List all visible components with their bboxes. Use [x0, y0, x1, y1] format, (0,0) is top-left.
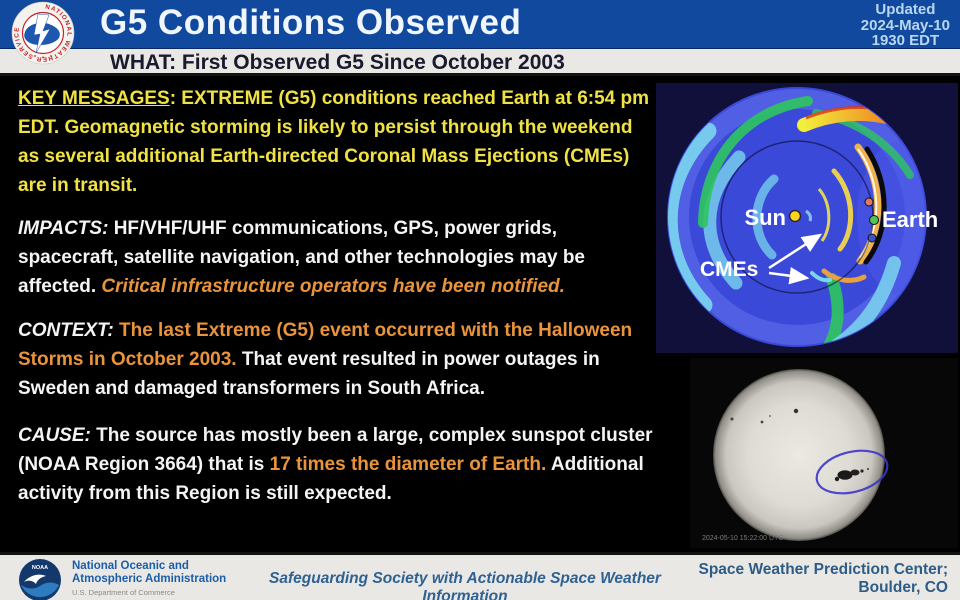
impacts-notice: Critical infrastructure operators have b…: [101, 276, 565, 297]
updated-time: 1930 EDT: [871, 32, 940, 49]
updated-date: 2024-May-10: [860, 16, 950, 34]
noaa-logo-icon: NOAA: [19, 559, 61, 600]
context-label: CONTEXT:: [18, 320, 114, 341]
context-paragraph: CONTEXT: The last Extreme (G5) event occ…: [18, 316, 654, 403]
updated-label: Updated: [875, 1, 936, 18]
page-title: G5 Conditions Observed: [100, 3, 522, 42]
key-messages-heading: KEY MESSAGES: [18, 88, 170, 109]
noaa-gull-shape: [24, 574, 46, 584]
org-line2: Boulder, CO: [858, 579, 948, 596]
cause-paragraph: CAUSE: The source has mostly been a larg…: [18, 421, 654, 508]
impacts-body: HF/VHF/UHF communications, GPS, power gr…: [18, 218, 585, 297]
sun-disk: [713, 369, 885, 541]
key-messages-body: : EXTREME (G5) conditions reached Earth …: [18, 88, 650, 196]
cme-arc-bottom: [821, 268, 867, 283]
cme-arc-top: [797, 106, 926, 148]
cme-arrow-lower: [768, 267, 810, 285]
org-line1: Space Weather Prediction Center;: [698, 561, 948, 578]
updated-timestamp: Updated 2024-May-10 1930 EDT: [861, 2, 950, 49]
sun-dot: [788, 209, 802, 223]
footer-bar: NOAA National Oceanic and Atmospheric Ad…: [0, 552, 960, 600]
earth-label: Earth: [882, 207, 938, 232]
key-messages-paragraph: KEY MESSAGES: EXTREME (G5) conditions re…: [18, 84, 654, 200]
cause-highlight: 17 times the diameter of Earth.: [269, 454, 547, 475]
nws-lightning-icon: [33, 13, 51, 54]
agency-line3: U.S. Department of Commerce: [72, 588, 175, 597]
satellite-dot-red: [864, 197, 874, 207]
cause-body-start: The source has mostly been a large, comp…: [18, 425, 653, 475]
cause-label: CAUSE:: [18, 425, 91, 446]
context-body: That event resulted in power outages in …: [18, 349, 600, 399]
subtitle-text: WHAT: First Observed G5 Since October 20…: [110, 51, 565, 74]
nws-logo-icon: NATIONAL WEATHER SERVICE: [11, 1, 75, 65]
sun-image-timestamp: 2024-05-10 15:22:00 UTC: [702, 535, 783, 542]
cme-arc-front: [854, 143, 882, 265]
subtitle-bar: WHAT: First Observed G5 Since October 20…: [0, 48, 960, 76]
impacts-paragraph: IMPACTS: HF/VHF/UHF communications, GPS,…: [18, 214, 654, 301]
region-highlight-ellipse: [815, 449, 889, 495]
agency-line2: Atmospheric Administration: [72, 572, 227, 585]
satellite-dot-blue: [867, 233, 877, 243]
cause-body-end: Additional activity from this Region is …: [18, 454, 644, 504]
cme-arc-middle: [831, 168, 854, 252]
sun-disk-image: 2024-05-10 15:22:00 UTC: [690, 358, 958, 548]
impacts-label: IMPACTS:: [18, 218, 109, 239]
agency-block: National Oceanic and Atmospheric Adminis…: [72, 560, 226, 600]
cmes-label: CMEs: [700, 258, 758, 281]
cme-arrow-upper: [768, 233, 823, 270]
enlil-model-image: Sun Earth CMEs: [656, 83, 958, 353]
org-block: Space Weather Prediction Center; Boulder…: [698, 561, 948, 597]
sunspot-cluster-3664: [834, 468, 869, 482]
sun-label: Sun: [744, 205, 786, 230]
agency-line1: National Oceanic and: [72, 560, 189, 572]
context-highlight: The last Extreme (G5) event occurred wit…: [18, 320, 633, 370]
tagline: Safeguarding Society with Actionable Spa…: [269, 570, 661, 600]
noaa-logo-text: NOAA: [32, 565, 48, 571]
header-band: G5 Conditions Observed Updated 2024-May-…: [0, 0, 960, 48]
earth-dot: [869, 215, 879, 225]
